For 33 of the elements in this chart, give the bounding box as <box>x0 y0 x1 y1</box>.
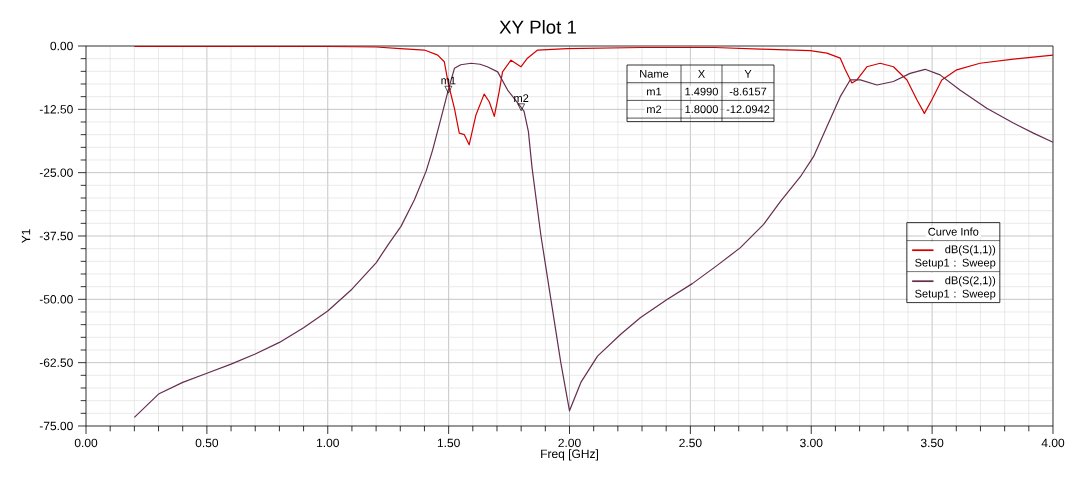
y-tick-label: -75.00 <box>39 421 73 431</box>
annotation: -12.0942 <box>726 105 770 114</box>
annotation: m2 <box>647 105 662 114</box>
x-tick-label: 2.50 <box>679 438 702 448</box>
x-tick-label: 3.00 <box>800 438 823 448</box>
annotation: Y <box>744 70 752 78</box>
x-tick-label: 3.50 <box>920 438 944 448</box>
annotation: -8.6157 <box>729 87 767 96</box>
y-tick-label: -62.50 <box>39 358 73 367</box>
y-tick-label: -12.50 <box>39 105 73 114</box>
x-tick-label: 4.00 <box>1041 438 1065 448</box>
annotation: Name <box>640 69 669 78</box>
chart-title: XY Plot 1 <box>499 20 576 34</box>
x-tick-label: 1.50 <box>437 438 460 448</box>
y-tick-label: 0.00 <box>50 41 73 51</box>
y-tick-label: -50.00 <box>39 295 73 304</box>
annotation: m2 <box>514 94 529 102</box>
annotation: X <box>698 70 705 78</box>
x-tick-label: 0.00 <box>74 438 98 448</box>
x-tick-label: 0.50 <box>195 438 219 448</box>
legend-label: dB(S(2,1)) Setup1 : Sweep <box>915 276 996 300</box>
y-tick-label: -37.50 <box>39 231 73 241</box>
annotation: 1.8000 <box>685 105 718 114</box>
legend-label: dB(S(1,1)) Setup1 : Sweep <box>915 245 996 269</box>
annotation: 1.4990 <box>685 87 718 96</box>
y-axis-title: Y1 <box>21 229 31 244</box>
line-series <box>133 62 1054 418</box>
x-tick-label: 1.00 <box>317 438 339 448</box>
x-tick-label: 2.00 <box>558 438 581 448</box>
annotation: m1 <box>647 87 662 96</box>
x-axis-title: Freq [GHz] <box>541 449 598 461</box>
y-tick-label: -25.00 <box>39 168 73 177</box>
legend-title: Curve Info <box>928 227 979 236</box>
